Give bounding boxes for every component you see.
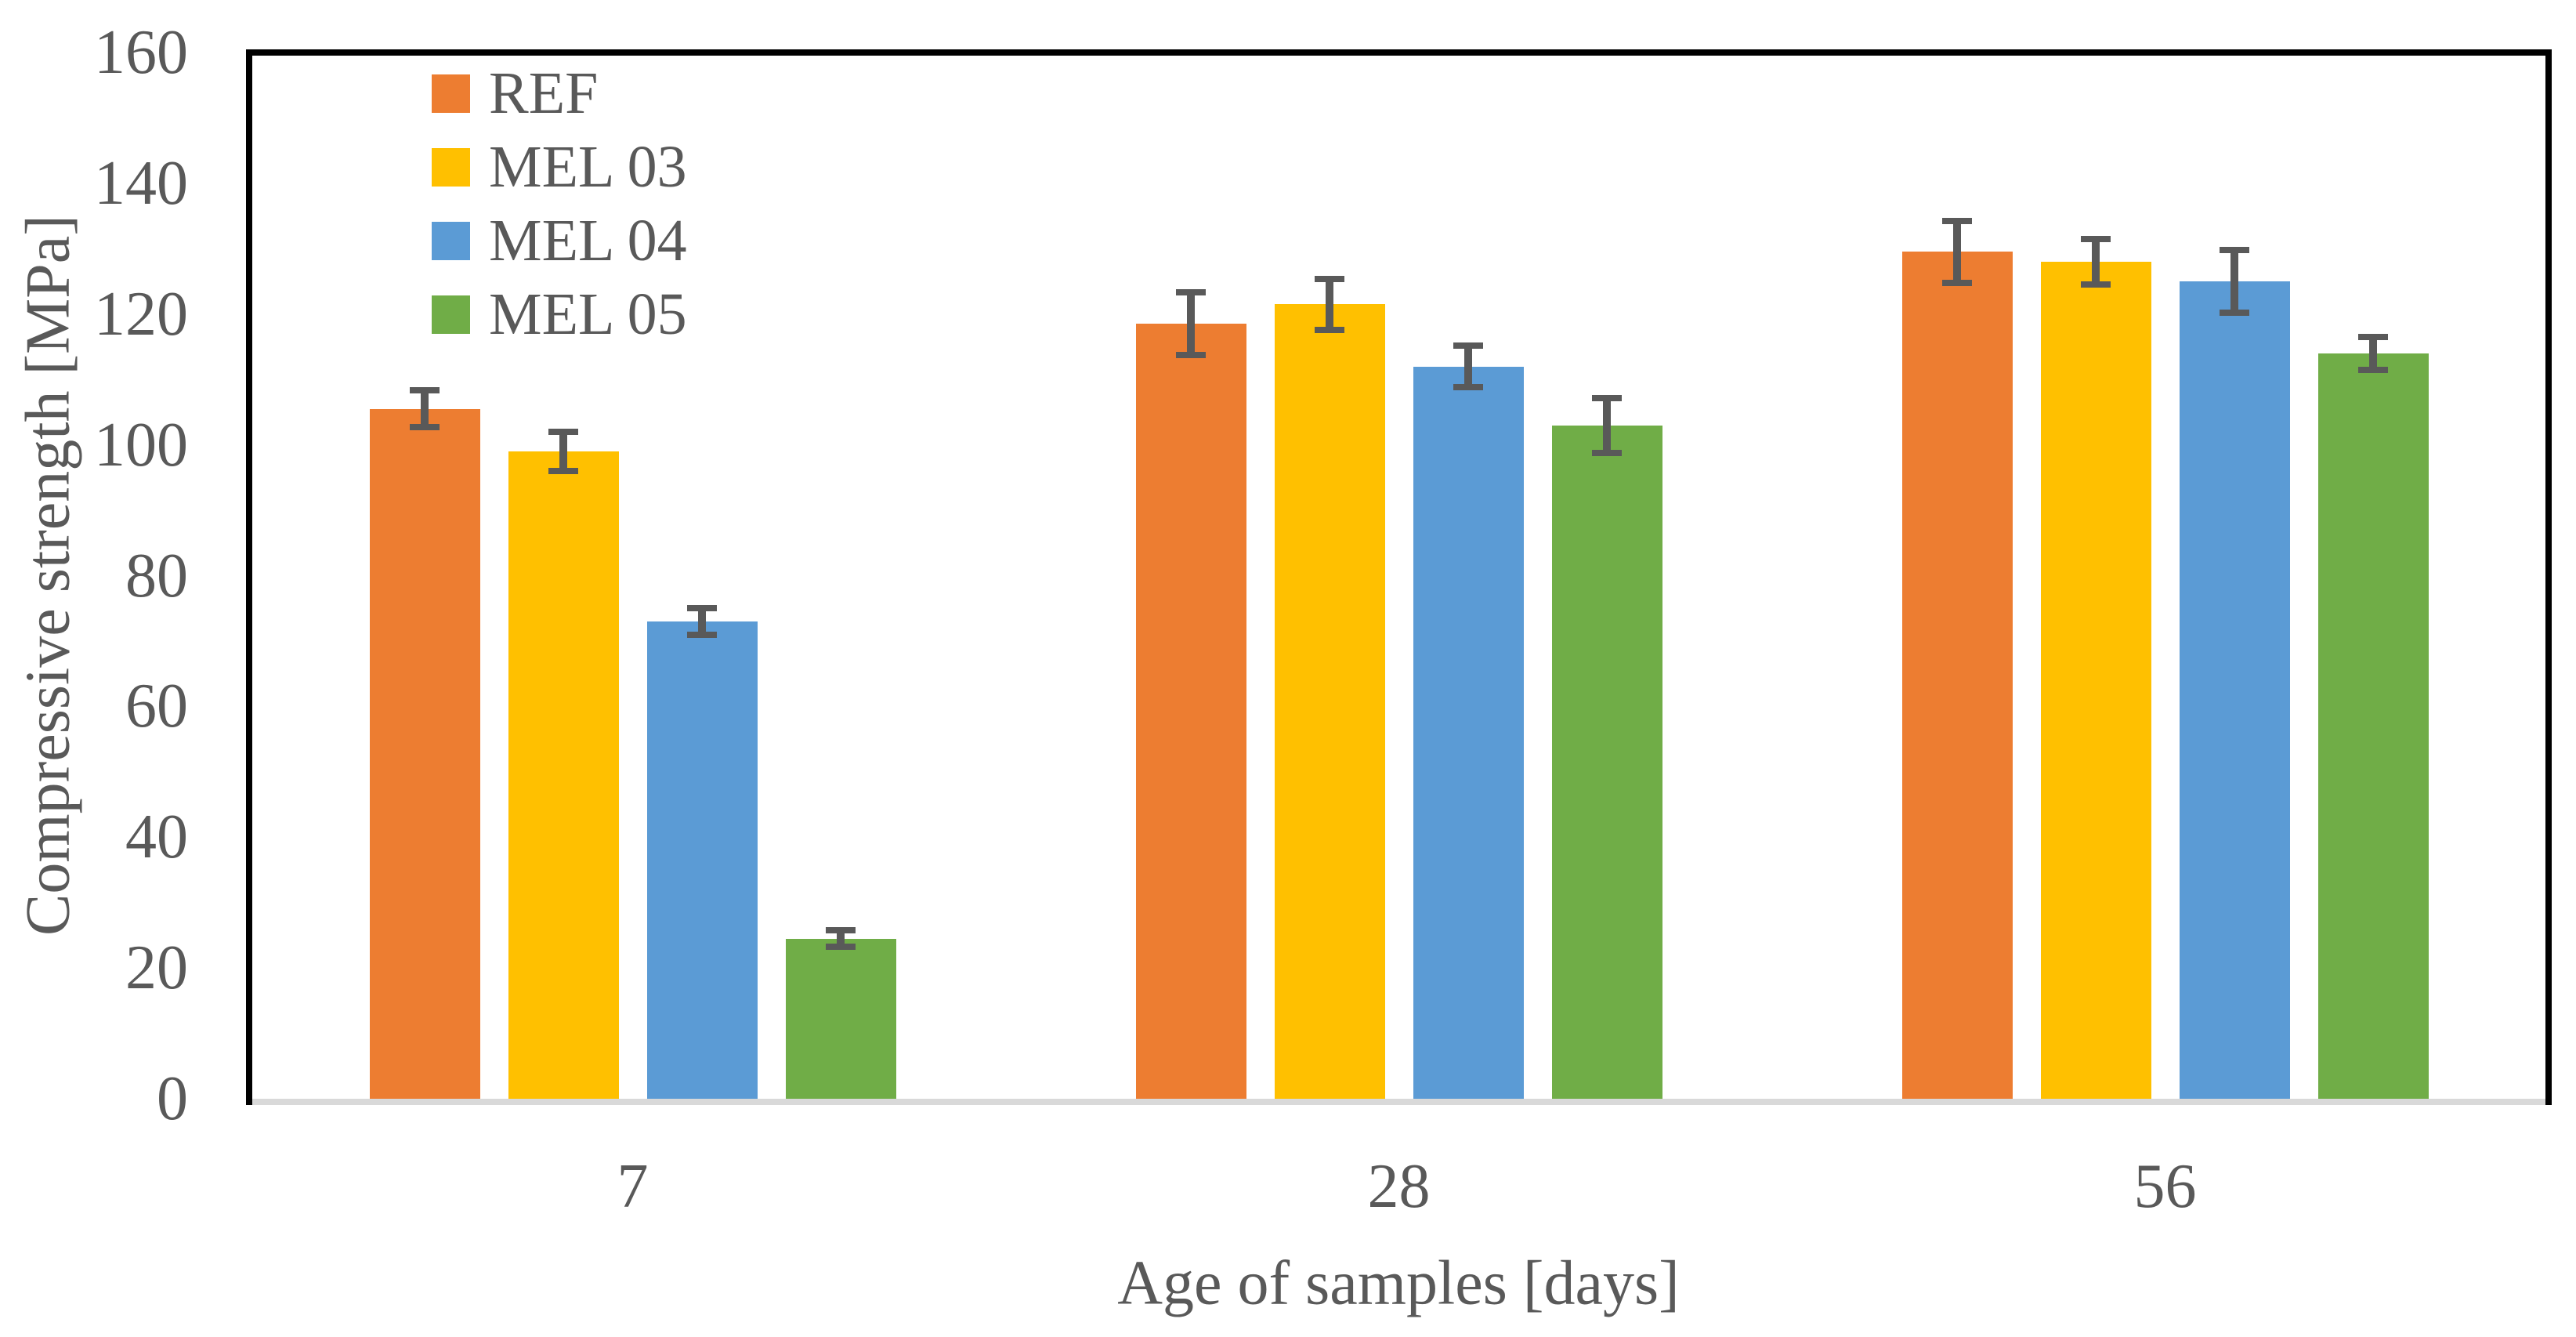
y-tick-label-120: 120 xyxy=(94,279,188,349)
bar-MEL05-7d xyxy=(785,938,896,1099)
x-axis-line xyxy=(249,1099,2552,1105)
legend-item-REF: REF xyxy=(432,60,687,126)
error-bar-cap-bottom xyxy=(2220,310,2249,317)
y-tick-label-60: 60 xyxy=(125,672,188,741)
x-category-label-7: 7 xyxy=(617,1152,649,1221)
error-bar-cap-bottom xyxy=(826,944,856,951)
legend-item-MEL05: MEL 05 xyxy=(432,281,687,347)
error-bar-stem xyxy=(559,431,567,471)
error-bar-cap-top xyxy=(826,926,856,933)
bar-MEL04-28d xyxy=(1413,366,1524,1099)
y-tick-label-40: 40 xyxy=(125,803,188,872)
error-bar-cap-bottom xyxy=(1453,384,1483,391)
bar-REF-7d xyxy=(369,408,480,1099)
bar-MEL05-56d xyxy=(2317,353,2429,1099)
bar-MEL04-7d xyxy=(646,621,758,1099)
legend-swatch-icon xyxy=(432,148,470,187)
error-bar-cap-top xyxy=(2220,246,2249,253)
error-bar-stem xyxy=(2230,249,2238,313)
y-tick-label-20: 20 xyxy=(125,933,188,1003)
legend: REF MEL 03 MEL 04 MEL 05 xyxy=(432,60,687,347)
error-bar-cap-bottom xyxy=(1942,279,1972,286)
error-bar-stem xyxy=(1603,397,1611,453)
error-bar-cap-top xyxy=(410,387,440,394)
error-bar-cap-top xyxy=(548,428,578,435)
bar-MEL03-28d xyxy=(1274,304,1385,1099)
y-tick-label-100: 100 xyxy=(94,410,188,480)
x-category-label-28: 28 xyxy=(1367,1152,1431,1221)
bar-MEL03-7d xyxy=(508,451,619,1099)
error-bar-cap-bottom xyxy=(687,631,717,638)
y-tick-label-160: 160 xyxy=(94,18,188,87)
legend-label: MEL 04 xyxy=(489,208,687,274)
legend-swatch-icon xyxy=(432,222,470,260)
legend-swatch-icon xyxy=(432,74,470,113)
legend-item-MEL03: MEL 03 xyxy=(432,134,687,200)
x-category-label-56: 56 xyxy=(2133,1152,2197,1221)
error-bar-cap-top xyxy=(1176,289,1206,296)
error-bar-cap-top xyxy=(1453,342,1483,349)
error-bar-cap-bottom xyxy=(410,424,440,431)
error-bar-cap-bottom xyxy=(2358,366,2388,373)
error-bar-stem xyxy=(1326,278,1333,330)
y-tick-label-0: 0 xyxy=(157,1064,188,1133)
error-bar-stem xyxy=(837,929,845,947)
y-tick-label-80: 80 xyxy=(125,541,188,611)
error-bar-cap-bottom xyxy=(2081,281,2111,288)
legend-label: MEL 05 xyxy=(489,281,687,347)
error-bar-stem xyxy=(2369,336,2377,370)
legend-label: MEL 03 xyxy=(489,134,687,200)
error-bar-cap-top xyxy=(1315,275,1344,282)
error-bar-cap-bottom xyxy=(1176,352,1206,359)
error-bar-cap-bottom xyxy=(548,468,578,474)
error-bar-cap-top xyxy=(1942,218,1972,225)
bar-MEL03-56d xyxy=(2040,262,2151,1099)
error-bar-cap-bottom xyxy=(1592,449,1622,456)
bar-REF-56d xyxy=(1901,252,2013,1099)
error-bar-stem xyxy=(698,608,706,635)
legend-label: REF xyxy=(489,60,599,126)
error-bar-stem xyxy=(2092,238,2100,285)
error-bar-stem xyxy=(1187,292,1195,356)
bar-REF-28d xyxy=(1135,324,1246,1099)
x-axis-title: Age of samples [days] xyxy=(1117,1248,1680,1318)
bar-MEL04-56d xyxy=(2179,281,2290,1099)
error-bar-stem xyxy=(421,390,429,428)
error-bar-cap-top xyxy=(2358,333,2388,340)
error-bar-stem xyxy=(1953,221,1961,283)
error-bar-cap-top xyxy=(687,605,717,612)
error-bar-cap-top xyxy=(1592,394,1622,401)
bar-MEL05-28d xyxy=(1551,425,1662,1099)
y-tick-label-140: 140 xyxy=(94,148,188,218)
error-bar-stem xyxy=(1464,345,1472,388)
legend-item-MEL04: MEL 04 xyxy=(432,208,687,274)
error-bar-cap-top xyxy=(2081,235,2111,242)
legend-swatch-icon xyxy=(432,295,470,334)
y-axis-title: Compressive strength [MPa] xyxy=(13,215,83,936)
error-bar-cap-bottom xyxy=(1315,326,1344,333)
